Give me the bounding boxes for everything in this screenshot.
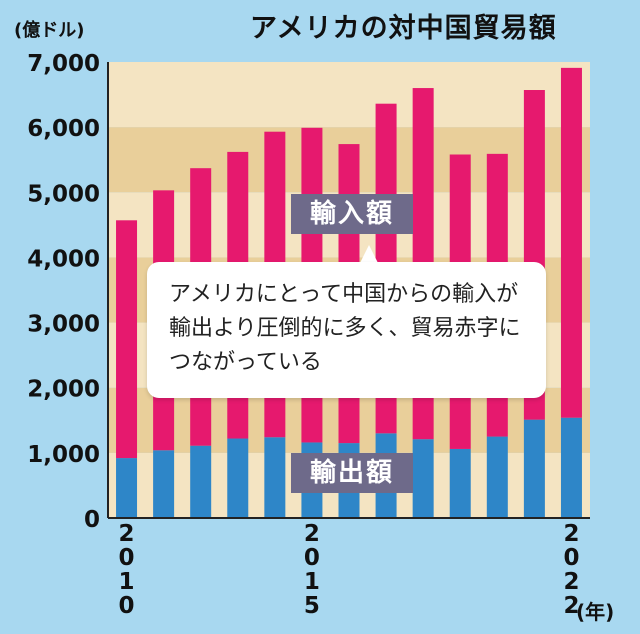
bar-export-2014 [264, 437, 286, 518]
bar-export-2018 [412, 439, 434, 518]
bar-export-2022 [560, 417, 582, 518]
bar-export-2020 [486, 436, 508, 518]
y-tick-label: 6,000 [27, 116, 100, 142]
annotation-callout: アメリカにとって中国からの輸入が輸出より圧倒的に多く、貿易赤字につながっている [147, 262, 546, 398]
annotation-text: アメリカにとって中国からの輸入が輸出より圧倒的に多く、貿易赤字につながっている [169, 282, 521, 375]
y-tick-label: 4,000 [27, 246, 100, 272]
bar-export-2021 [523, 419, 545, 518]
y-tick-label: 0 [84, 507, 100, 533]
bar-export-2011 [153, 450, 175, 518]
bar-export-2012 [190, 445, 212, 518]
y-tick-label: 5,000 [27, 181, 100, 207]
x-axis-unit-label: (年) [576, 600, 615, 624]
plot-band [108, 62, 590, 128]
bar-import-2010 [116, 220, 138, 459]
bar-import-2022 [560, 67, 582, 418]
callout-tail [360, 245, 378, 263]
y-tick-label: 7,000 [27, 51, 100, 77]
y-tick-label: 1,000 [27, 442, 100, 468]
bar-export-2019 [449, 448, 471, 518]
bar-export-2013 [227, 438, 249, 518]
bar-export-2010 [116, 458, 138, 518]
chart-title: アメリカの対中国貿易額 [250, 13, 557, 44]
import-series-label: 輸入額 [291, 194, 413, 234]
y-tick-label: 3,000 [27, 312, 100, 338]
y-tick-label: 2,000 [27, 377, 100, 403]
y-axis-unit-label: (億ドル) [14, 20, 85, 41]
export-series-label: 輸出額 [291, 453, 413, 493]
